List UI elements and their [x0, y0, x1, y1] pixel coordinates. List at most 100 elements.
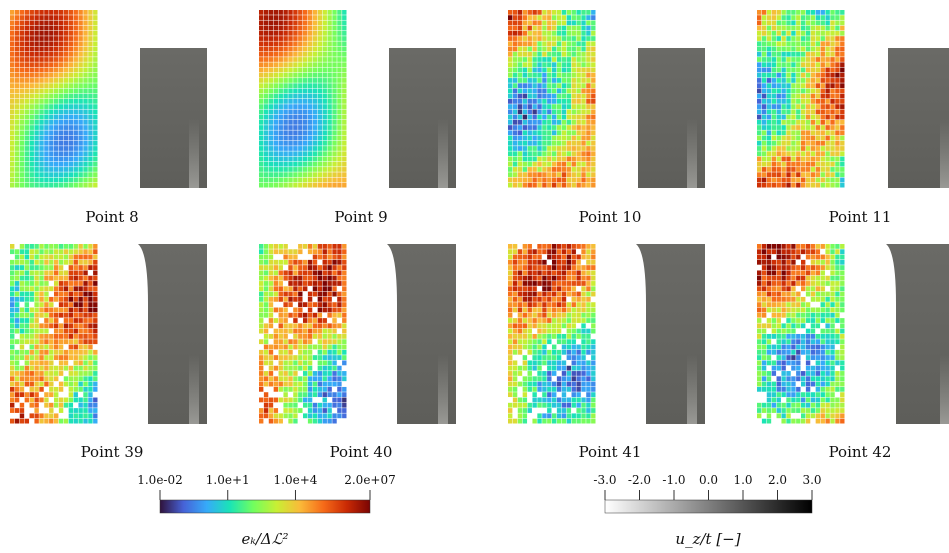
heatmap-cell [781, 381, 786, 387]
heatmap-cell [44, 249, 49, 255]
heatmap-cell [54, 339, 59, 345]
heatmap-cell [591, 78, 596, 83]
heatmap-cell [586, 365, 591, 371]
heatmap-cell [786, 328, 791, 334]
heatmap-cell [761, 254, 767, 260]
heatmap-cell [825, 167, 830, 172]
heatmap-cell [24, 328, 30, 334]
heatmap-cell [508, 312, 513, 318]
heatmap-cell [332, 376, 337, 382]
heatmap-cell [581, 30, 586, 36]
heatmap-cell [78, 41, 83, 47]
heatmap-cell [771, 125, 777, 130]
heatmap-cell [283, 114, 288, 120]
heatmap-cell [278, 156, 283, 162]
heatmap-cell [796, 46, 801, 52]
heatmap-cell [337, 397, 342, 403]
heatmap-cell [259, 135, 264, 141]
heatmap-cell [88, 291, 93, 297]
heatmap-cell [34, 265, 39, 270]
heatmap-cell [786, 386, 791, 392]
heatmap-cell [39, 249, 44, 255]
heatmap-cell [39, 72, 44, 78]
heatmap-cell [757, 109, 762, 115]
heatmap-cell [293, 254, 298, 260]
heatmap-cell [766, 275, 772, 281]
heatmap-cell [283, 312, 288, 318]
heatmap-cell [322, 15, 327, 20]
heatmap-cell [552, 413, 557, 419]
heatmap-cell [840, 328, 845, 334]
heatmap-cell [332, 36, 337, 41]
heatmap-cell [273, 265, 279, 270]
heatmap-cell [581, 72, 586, 78]
heatmap-cell [527, 318, 532, 323]
heatmap-cell [68, 249, 74, 255]
heatmap-cell [259, 30, 264, 36]
heatmap-cell [88, 62, 93, 68]
heatmap-cell [547, 318, 552, 323]
heatmap-cell [796, 135, 801, 141]
heatmap-cell [781, 135, 786, 141]
heatmap-cell [512, 135, 518, 141]
heatmap-cell [761, 371, 767, 376]
heatmap-cell [298, 93, 303, 99]
heatmap-cell [29, 172, 34, 178]
heatmap-cell [283, 62, 288, 68]
heatmap-cell [835, 286, 840, 292]
heatmap-cell [83, 291, 88, 297]
heatmap-cell [83, 286, 88, 292]
heatmap-cell [552, 355, 557, 360]
heatmap-cell [556, 270, 562, 276]
heatmap-cell [268, 83, 274, 89]
heatmap-cell [73, 67, 78, 73]
heatmap-cell [278, 104, 283, 109]
heatmap-cell [54, 99, 59, 104]
heatmap-cell [307, 104, 313, 109]
heatmap-cell [322, 172, 327, 178]
heatmap-cell [825, 307, 830, 313]
heatmap-cell [796, 167, 801, 172]
heatmap-cell [840, 371, 845, 376]
heatmap-cell [781, 36, 786, 41]
heatmap-cell [259, 259, 264, 265]
heatmap-cell [561, 254, 567, 260]
heatmap-cell [805, 10, 811, 15]
heatmap-cell [68, 307, 74, 313]
heatmap-cell [263, 10, 269, 15]
heatmap-cell [766, 161, 772, 167]
heatmap-cell [29, 51, 34, 57]
heatmap-cell [825, 83, 830, 89]
heatmap-cell [805, 275, 811, 281]
heatmap-cell [796, 36, 801, 41]
heatmap-cell [776, 281, 781, 286]
heatmap-cell [820, 392, 825, 398]
heatmap-cell [561, 135, 567, 141]
heatmap-cell [39, 376, 44, 382]
heatmap-cell [586, 418, 591, 424]
heatmap-cell [776, 99, 781, 104]
heatmap-cell [288, 371, 293, 376]
heatmap-cell [581, 10, 586, 15]
heatmap-cell [556, 104, 562, 109]
heatmap-cell [322, 408, 327, 413]
heatmap-cell [73, 151, 78, 157]
heatmap-cell [840, 291, 845, 297]
heatmap-cell [586, 36, 591, 41]
heatmap-cell [54, 167, 59, 172]
heatmap-cell [581, 312, 586, 318]
heatmap-cell [571, 93, 576, 99]
heatmap-cell [278, 344, 283, 350]
heatmap-cell [571, 146, 576, 151]
heatmap-cell [591, 381, 596, 387]
heatmap-cell [810, 135, 816, 141]
heatmap-cell [283, 349, 288, 355]
heatmap-cell [44, 88, 49, 94]
heatmap-cell [508, 349, 513, 355]
heatmap-cell [586, 41, 591, 47]
heatmap-cell [317, 275, 323, 281]
heatmap-cell [781, 151, 786, 157]
heatmap-cell [303, 392, 308, 398]
heatmap-cell [581, 182, 586, 188]
heatmap-cell [815, 88, 821, 94]
